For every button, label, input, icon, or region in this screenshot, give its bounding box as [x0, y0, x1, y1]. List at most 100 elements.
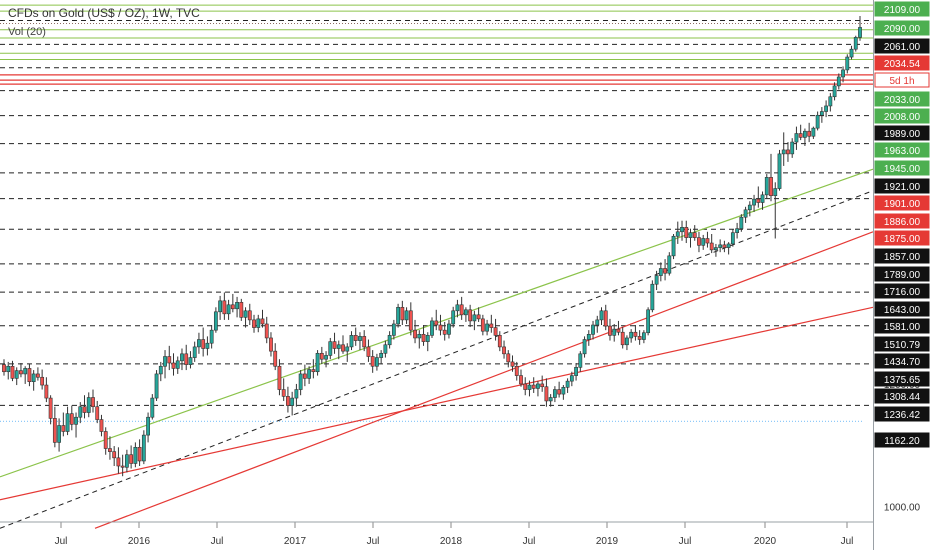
candle-body — [243, 310, 248, 318]
price-tag-2090-00: 2090.00 — [884, 24, 921, 35]
candle-body — [273, 350, 278, 367]
candle-body — [637, 336, 642, 340]
candle-body — [302, 373, 307, 379]
candle-body — [438, 324, 443, 331]
candle-body — [603, 310, 608, 327]
candle-body — [752, 198, 756, 206]
candle-body — [108, 448, 112, 452]
price-tag-5d-1h: 5d 1h — [889, 76, 914, 87]
candle-body — [819, 111, 824, 116]
candle-body — [841, 69, 845, 78]
candle-body — [379, 352, 384, 358]
candle-body — [641, 332, 646, 340]
candle-body — [798, 133, 803, 138]
candle-body — [103, 431, 108, 449]
candle-body — [760, 194, 765, 203]
candle-body — [391, 323, 396, 336]
candle-body — [65, 413, 70, 432]
candle-body — [269, 337, 273, 352]
price-tag-1162-20: 1162.20 — [884, 436, 920, 447]
candle-body — [557, 389, 562, 395]
candle-body — [19, 370, 23, 375]
candle-body — [743, 209, 748, 218]
price-tag-1963-00-tag — [874, 142, 930, 158]
candle-body — [201, 339, 206, 349]
candle-body — [31, 373, 36, 382]
candle-body — [417, 334, 422, 339]
x-tick-label: Jul — [211, 536, 224, 547]
candle-body — [349, 335, 354, 348]
candle-body — [52, 418, 57, 443]
candle-body — [582, 339, 587, 355]
candle-body — [667, 255, 672, 274]
price-tag-1789-00-tag — [874, 266, 930, 282]
candle-body — [493, 327, 498, 336]
candle-body — [849, 48, 854, 58]
candle-body — [735, 228, 740, 233]
candle-body — [137, 446, 142, 462]
candle-body — [171, 362, 176, 369]
x-tick-label: Jul — [679, 536, 692, 547]
candle-body — [82, 406, 87, 413]
price-tag-1236-42: 1236.42 — [884, 410, 921, 421]
candle-body — [714, 247, 718, 251]
candle-body — [730, 232, 735, 245]
candle-body — [290, 397, 295, 406]
candle-body — [671, 235, 676, 257]
candle-body — [468, 309, 473, 322]
candle-body — [769, 177, 773, 197]
candle-body — [277, 365, 282, 390]
candle-body — [247, 310, 252, 321]
candle-body — [591, 324, 595, 335]
price-tag-1308-44-tag — [874, 388, 930, 404]
candle-body — [692, 232, 697, 238]
candle-body — [845, 56, 850, 71]
candle-body — [311, 369, 316, 373]
volume-indicator-label: Vol (20) — [8, 26, 46, 38]
dashed-trendline — [0, 190, 874, 529]
candle-body — [146, 416, 150, 436]
candle-body — [574, 367, 578, 376]
price-tag-1989-00-tag — [874, 125, 930, 141]
price-tag-1901-00-tag — [874, 195, 930, 211]
candle-body — [163, 356, 167, 367]
price-tag-1643-00-tag — [874, 301, 930, 317]
x-tick-label: Jul — [523, 536, 536, 547]
candle-body — [540, 383, 545, 388]
candle-body — [803, 130, 807, 138]
candle-body — [341, 344, 345, 352]
candle-body — [853, 37, 858, 50]
candle-body — [184, 353, 189, 365]
price-tag-1901-00: 1901.00 — [884, 199, 921, 210]
candle-body — [404, 310, 409, 321]
price-tag-1945-00: 1945.00 — [884, 164, 921, 175]
candle-body — [61, 425, 66, 432]
candle-body — [612, 328, 617, 336]
candle-body — [489, 323, 494, 328]
candle-body — [298, 373, 303, 390]
price-tag-5d-1h-tag — [874, 72, 930, 88]
price-tag-1375-65-tag — [874, 371, 930, 387]
candle-body — [523, 383, 528, 390]
candle-body — [205, 342, 210, 349]
candle-body — [345, 346, 350, 352]
candle-body — [95, 406, 100, 420]
candle-body — [832, 85, 837, 98]
candle-body — [447, 323, 451, 335]
candle-body — [472, 314, 477, 322]
candle-body — [74, 416, 78, 425]
candle-body — [218, 300, 223, 313]
candle-body — [824, 105, 828, 112]
candle-body — [430, 320, 434, 336]
candle-body — [408, 310, 413, 331]
candle-body — [828, 96, 833, 107]
candle-body — [213, 311, 218, 331]
candle-body — [36, 373, 40, 378]
price-tag-2033-00: 2033.00 — [884, 95, 921, 106]
candle-body — [464, 309, 468, 316]
candle-body — [586, 334, 591, 340]
candle-body — [14, 370, 19, 379]
candle-body — [358, 336, 362, 341]
